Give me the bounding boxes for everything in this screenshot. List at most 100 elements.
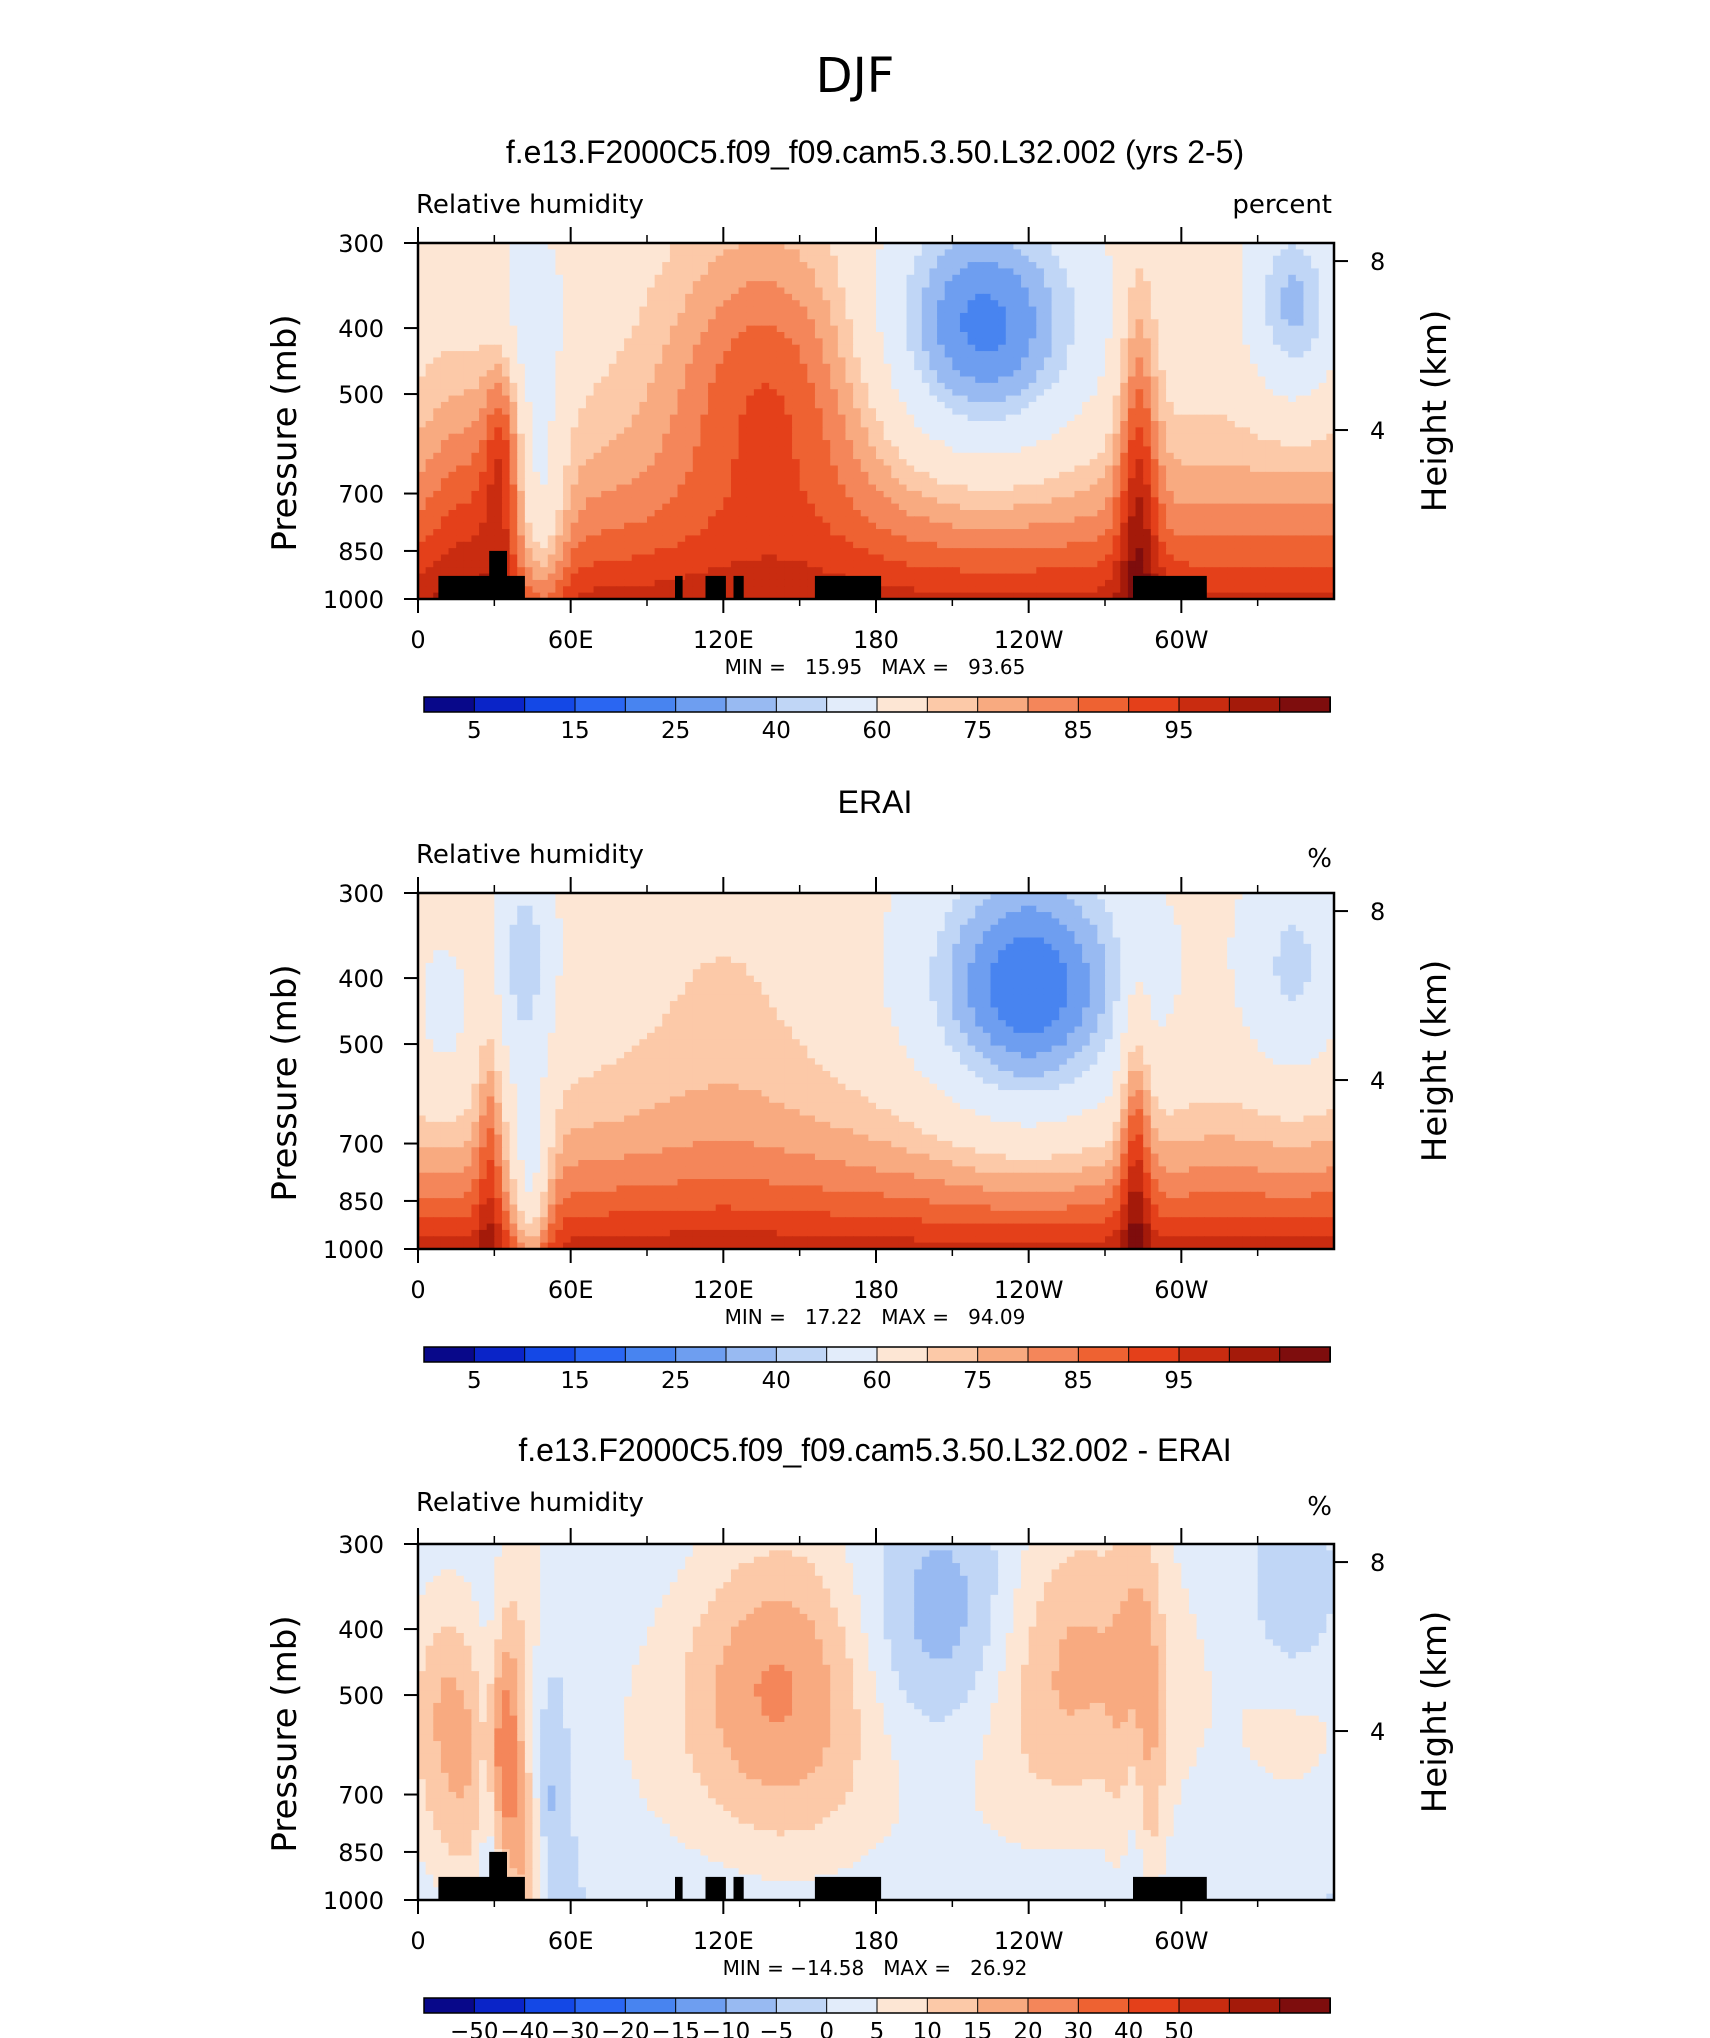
- field-cell: [952, 351, 961, 359]
- field-cell: [1135, 382, 1144, 390]
- field-cell: [1105, 287, 1114, 295]
- field-cell: [440, 274, 450, 282]
- field-cell: [982, 370, 992, 378]
- field-cell: [1250, 465, 1259, 473]
- field-cell: [540, 325, 549, 333]
- field-cell: [433, 319, 442, 327]
- field-cell: [967, 363, 976, 371]
- field-cell: [700, 293, 709, 301]
- field-cell: [1150, 459, 1160, 467]
- field-cell: [1219, 446, 1228, 454]
- field-cell: [463, 319, 473, 327]
- field-cell: [631, 465, 640, 473]
- field-cell: [1311, 446, 1320, 454]
- field-cell: [1036, 268, 1045, 276]
- field-cell: [1005, 338, 1014, 346]
- field-cell: [1188, 471, 1198, 479]
- field-cell: [1112, 319, 1121, 327]
- field-cell: [769, 395, 778, 403]
- field-cell: [708, 395, 717, 403]
- field-cell: [1112, 274, 1121, 282]
- field-cell: [1181, 370, 1190, 378]
- field-cell: [814, 446, 824, 454]
- field-cell: [1211, 338, 1221, 346]
- field-cell: [1196, 497, 1205, 505]
- field-cell: [639, 446, 648, 454]
- field-cell: [647, 262, 656, 270]
- field-cell: [700, 490, 709, 498]
- field-cell: [1318, 382, 1327, 390]
- field-cell: [654, 249, 663, 257]
- field-cell: [1318, 351, 1327, 359]
- field-cell: [906, 490, 915, 498]
- field-cell: [1127, 300, 1137, 308]
- field-cell: [1196, 268, 1205, 276]
- field-cell: [692, 300, 702, 308]
- field-cell: [738, 281, 747, 289]
- field-cell: [1005, 274, 1014, 282]
- field-cell: [730, 427, 740, 435]
- field-cell: [1188, 249, 1198, 257]
- field-cell: [1143, 427, 1152, 435]
- field-cell: [616, 382, 625, 390]
- field-cell: [715, 287, 724, 295]
- field-cell: [647, 446, 656, 454]
- field-cell: [677, 332, 686, 339]
- field-cell: [471, 357, 480, 365]
- field-cell: [1272, 452, 1282, 460]
- field-cell: [578, 433, 587, 441]
- field-cell: [585, 395, 595, 403]
- field-cell: [921, 300, 931, 308]
- field-cell: [471, 376, 480, 384]
- field-cell: [471, 389, 480, 397]
- field-cell: [509, 293, 518, 301]
- field-cell: [868, 503, 877, 511]
- field-cell: [593, 484, 602, 492]
- field-cell: [677, 503, 686, 511]
- field-cell: [845, 281, 854, 289]
- field-cell: [433, 338, 442, 346]
- field-cell: [616, 344, 625, 352]
- field-cell: [570, 433, 579, 441]
- field-cell: [425, 268, 434, 276]
- field-cell: [937, 344, 946, 352]
- field-cell: [753, 249, 763, 257]
- field-cell: [494, 281, 503, 289]
- field-cell: [753, 274, 763, 282]
- field-cell: [715, 484, 724, 492]
- field-cell: [883, 306, 892, 314]
- field-cell: [845, 484, 854, 492]
- field-cell: [898, 490, 908, 498]
- field-cell: [898, 440, 908, 448]
- field-cell: [982, 490, 992, 498]
- field-cell: [425, 401, 434, 409]
- field-cell: [1280, 243, 1289, 250]
- field-cell: [1097, 255, 1106, 263]
- field-cell: [853, 490, 862, 498]
- field-cell: [860, 363, 869, 371]
- field-cell: [509, 433, 518, 441]
- field-cell: [433, 325, 442, 333]
- field-cell: [1066, 274, 1076, 282]
- field-cell: [814, 382, 824, 390]
- field-cell: [959, 325, 969, 333]
- field-cell: [914, 427, 923, 435]
- field-cell: [1295, 471, 1305, 479]
- field-cell: [898, 471, 908, 479]
- field-cell: [868, 465, 877, 473]
- field-cell: [440, 281, 450, 289]
- field-cell: [792, 382, 801, 390]
- field-cell: [921, 293, 931, 301]
- field-cell: [761, 497, 770, 505]
- field-cell: [822, 395, 831, 403]
- field-cell: [456, 287, 465, 295]
- field-cell: [1166, 357, 1175, 365]
- field-cell: [555, 300, 564, 308]
- field-cell: [1135, 332, 1144, 339]
- field-cell: [1013, 274, 1022, 282]
- field-cell: [837, 446, 847, 454]
- field-cell: [784, 376, 793, 384]
- field-cell: [937, 421, 946, 428]
- field-cell: [1303, 338, 1312, 346]
- field-cell: [1066, 471, 1076, 479]
